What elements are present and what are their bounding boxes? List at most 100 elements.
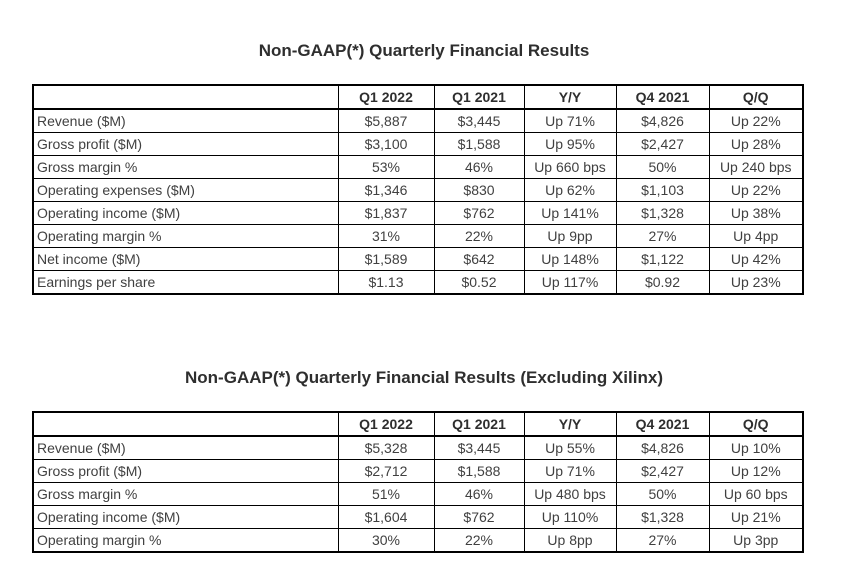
cell-value: Up 3pp [708,528,804,553]
cell-value: Up 55% [523,435,617,460]
table-header-row: Q1 2022 Q1 2021 Y/Y Q4 2021 Q/Q [32,84,804,110]
cell-value: Up 4pp [708,224,804,248]
cell-value: Up 42% [708,247,804,271]
cell-value: Up 28% [708,132,804,156]
cell-value: 46% [433,155,525,179]
cell-value: Up 480 bps [523,482,617,506]
table-title-quarterly-results: Non-GAAP(*) Quarterly Financial Results [258,41,590,60]
row-label: Gross profit ($M) [32,459,339,483]
row-label: Net income ($M) [32,247,339,271]
cell-value: $1.13 [337,270,435,295]
table-row: Gross profit ($M) $2,712 $1,588 Up 71% $2,42… [32,459,804,483]
cell-value: Up 660 bps [523,155,617,179]
table-row: Operating income ($M) $1,604 $762 Up 110% $1… [32,505,804,529]
cell-value: 31% [337,224,435,248]
header-row: Q1 2022 Q1 2021 Y/Y Q4 2021 Q/Q [32,411,804,437]
column-header: Q1 2021 [433,411,525,437]
row-label-header [32,84,339,110]
row-label: Operating income ($M) [32,505,339,529]
cell-value: $5,328 [337,435,435,460]
column-header: Q1 2022 [337,84,435,110]
table-row: Operating margin % 30% 22% Up 8pp 27% Up 3pp [32,528,804,553]
table-body: Revenue ($M) $5,887 $3,445 Up 71% $4,826 Up 2… [32,108,804,295]
row-label: Gross margin % [32,482,339,506]
column-header: Q4 2021 [615,411,710,437]
cell-value: Up 95% [523,132,617,156]
table-row: Earnings per share $1.13 $0.52 Up 117% $0.92… [32,270,804,295]
cell-value: Up 240 bps [708,155,804,179]
column-header: Q/Q [708,411,804,437]
cell-value: $642 [433,247,525,271]
table-row: Gross margin % 51% 46% Up 480 bps 50% Up 60 b… [32,482,804,506]
cell-value: 22% [433,224,525,248]
row-label: Revenue ($M) [32,435,339,460]
row-label: Gross profit ($M) [32,132,339,156]
cell-value: $3,100 [337,132,435,156]
cell-value: Up 22% [708,108,804,133]
quarterly-results-excluding-xilinx-table: Q1 2022 Q1 2021 Y/Y Q4 2021 Q/Q Revenue ($M)… [32,411,804,553]
table-row: Revenue ($M) $5,887 $3,445 Up 71% $4,826 Up 2… [32,108,804,133]
cell-value: $1,103 [615,178,710,202]
column-header: Q4 2021 [615,84,710,110]
table-body: Revenue ($M) $5,328 $3,445 Up 55% $4,826 Up 1… [32,435,804,553]
cell-value: $830 [433,178,525,202]
cell-value: Up 12% [708,459,804,483]
cell-value: $3,445 [433,108,525,133]
cell-value: 50% [615,482,710,506]
cell-value: $1,328 [615,201,710,225]
cell-value: 22% [433,528,525,553]
row-label: Operating income ($M) [32,201,339,225]
cell-value: Up 148% [523,247,617,271]
cell-value: Up 22% [708,178,804,202]
table-row: Gross margin % 53% 46% Up 660 bps 50% Up 240 … [32,155,804,179]
cell-value: $2,427 [615,459,710,483]
cell-value: 27% [615,224,710,248]
cell-value: $1,604 [337,505,435,529]
cell-value: $1,589 [337,247,435,271]
row-label: Gross margin % [32,155,339,179]
cell-value: Up 62% [523,178,617,202]
cell-value: $1,588 [433,132,525,156]
row-label: Operating margin % [32,528,339,553]
cell-value: Up 71% [523,108,617,133]
table-row: Net income ($M) $1,589 $642 Up 148% $1,122 Up… [32,247,804,271]
cell-value: Up 38% [708,201,804,225]
cell-value: $762 [433,201,525,225]
cell-value: Up 117% [523,270,617,295]
cell-value: $2,712 [337,459,435,483]
row-label-header [32,411,339,437]
cell-value: Up 23% [708,270,804,295]
cell-value: Up 10% [708,435,804,460]
cell-value: Up 60 bps [708,482,804,506]
row-label: Operating expenses ($M) [32,178,339,202]
column-header: Y/Y [523,84,617,110]
row-label: Revenue ($M) [32,108,339,133]
cell-value: $3,445 [433,435,525,460]
table-row: Gross profit ($M) $3,100 $1,588 Up 95% $2,42… [32,132,804,156]
cell-value: $4,826 [615,435,710,460]
cell-value: $1,588 [433,459,525,483]
table-row: Operating expenses ($M) $1,346 $830 Up 62% $… [32,178,804,202]
cell-value: 27% [615,528,710,553]
cell-value: $5,887 [337,108,435,133]
cell-value: $0.92 [615,270,710,295]
cell-value: Up 110% [523,505,617,529]
quarterly-results-table: Q1 2022 Q1 2021 Y/Y Q4 2021 Q/Q Revenue ($M)… [32,84,804,295]
cell-value: 51% [337,482,435,506]
table-row: Operating margin % 31% 22% Up 9pp 27% Up 4pp [32,224,804,248]
cell-value: 30% [337,528,435,553]
table-title-quarterly-results-excluding-xilinx: Non-GAAP(*) Quarterly Financial Results … [185,368,663,387]
column-header: Y/Y [523,411,617,437]
cell-value: Up 8pp [523,528,617,553]
cell-value: $762 [433,505,525,529]
cell-value: 53% [337,155,435,179]
row-label: Earnings per share [32,270,339,295]
cell-value: $0.52 [433,270,525,295]
cell-value: $2,427 [615,132,710,156]
cell-value: $1,328 [615,505,710,529]
column-header: Q1 2022 [337,411,435,437]
cell-value: 50% [615,155,710,179]
column-header: Q1 2021 [433,84,525,110]
cell-value: Up 71% [523,459,617,483]
